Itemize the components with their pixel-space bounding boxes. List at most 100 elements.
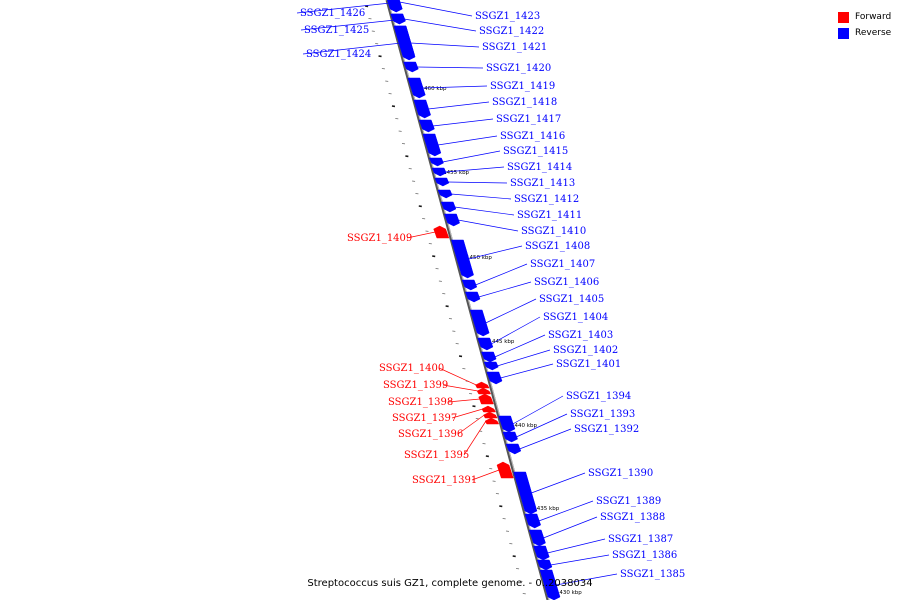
tick-label: 1440 kbp bbox=[511, 423, 537, 429]
gene-ssgz1-1413: SSGZ1_1413 bbox=[434, 177, 575, 189]
gene-label: SSGZ1_1395 bbox=[404, 450, 469, 461]
gene-block bbox=[528, 529, 546, 547]
gene-ssgz1-1402: SSGZ1_1402 bbox=[483, 345, 618, 371]
gene-label: SSGZ1_1426 bbox=[300, 8, 365, 19]
gene-connector bbox=[550, 554, 610, 566]
gene-connector bbox=[406, 231, 436, 239]
gene-connector bbox=[438, 367, 477, 386]
gene-ssgz1-1414: SSGZ1_1414 bbox=[431, 162, 572, 177]
gene-block bbox=[498, 415, 516, 433]
gene-label: SSGZ1_1388 bbox=[600, 512, 665, 523]
gene-connector bbox=[500, 363, 554, 379]
gene-connector bbox=[519, 428, 572, 450]
gene-label: SSGZ1_1413 bbox=[510, 178, 575, 189]
legend-reverse-label: Reverse bbox=[855, 28, 892, 38]
gene-connector bbox=[457, 219, 519, 232]
gene-ssgz1-1394: SSGZ1_1394 bbox=[498, 391, 631, 433]
gene-label: SSGZ1_1391 bbox=[412, 475, 477, 486]
gene-block bbox=[483, 411, 498, 419]
gene-label: SSGZ1_1394 bbox=[566, 391, 631, 402]
gene-ssgz1-1415: SSGZ1_1415 bbox=[429, 146, 568, 167]
gene-connector bbox=[516, 413, 568, 438]
gene-label: SSGZ1_1418 bbox=[492, 97, 557, 108]
gene-block bbox=[486, 371, 503, 385]
gene-connector bbox=[497, 349, 551, 367]
gene-ssgz1-1405: SSGZ1_1405 bbox=[469, 294, 604, 337]
gene-label: SSGZ1_1415 bbox=[503, 146, 568, 157]
gene-block bbox=[478, 393, 494, 405]
gene-label: SSGZ1_1409 bbox=[347, 233, 412, 244]
gene-block bbox=[475, 381, 490, 389]
gene-label: SSGZ1_1412 bbox=[514, 194, 579, 205]
gene-connector bbox=[416, 66, 484, 69]
gene-ssgz1-1393: SSGZ1_1393 bbox=[502, 409, 635, 443]
gene-label: SSGZ1_1403 bbox=[548, 330, 613, 341]
gene-ssgz1-1388: SSGZ1_1388 bbox=[528, 512, 665, 547]
gene-label: SSGZ1_1400 bbox=[379, 363, 444, 374]
gene-label: SSGZ1_1424 bbox=[306, 49, 371, 60]
gene-connector bbox=[454, 206, 515, 216]
gene-connector bbox=[302, 41, 411, 55]
gene-block bbox=[440, 201, 457, 213]
gene-connector bbox=[442, 384, 478, 392]
gene-block bbox=[464, 291, 481, 303]
gene-label: SSGZ1_1422 bbox=[479, 26, 544, 37]
gene-block bbox=[469, 309, 490, 337]
gene-ssgz1-1418: SSGZ1_1418 bbox=[413, 97, 557, 119]
gene-block bbox=[393, 25, 416, 61]
gene-block bbox=[429, 157, 444, 167]
gene-label: SSGZ1_1402 bbox=[553, 345, 618, 356]
gene-ssgz1-1420: SSGZ1_1420 bbox=[403, 61, 551, 74]
gene-ssgz1-1403: SSGZ1_1403 bbox=[481, 330, 613, 363]
gene-connector bbox=[447, 181, 508, 184]
gene-block bbox=[496, 461, 514, 479]
gene-label: SSGZ1_1386 bbox=[612, 550, 677, 561]
gene-connector bbox=[422, 85, 488, 89]
gene-block bbox=[403, 61, 419, 73]
gene-connector bbox=[404, 18, 477, 32]
gene-label: SSGZ1_1385 bbox=[620, 569, 685, 580]
gene-block bbox=[437, 189, 453, 199]
gene-ssgz1-1409: SSGZ1_1409 bbox=[347, 225, 450, 244]
gene-ssgz1-1395: SSGZ1_1395 bbox=[404, 417, 500, 461]
gene-connector bbox=[512, 395, 564, 425]
gene-ssgz1-1411: SSGZ1_1411 bbox=[440, 201, 582, 221]
gene-ssgz1-1416: SSGZ1_1416 bbox=[422, 131, 565, 157]
gene-connector bbox=[445, 166, 505, 173]
gene-block bbox=[390, 13, 406, 25]
gene-ssgz1-1386: SSGZ1_1386 bbox=[536, 550, 677, 571]
legend: Forward Reverse bbox=[838, 9, 891, 41]
gene-block bbox=[387, 0, 403, 13]
gene-label: SSGZ1_1408 bbox=[525, 241, 590, 252]
gene-connector bbox=[432, 118, 494, 127]
gene-label: SSGZ1_1396 bbox=[398, 429, 463, 440]
gene-connector bbox=[543, 516, 598, 539]
gene-connector bbox=[296, 1, 400, 14]
gene-connector bbox=[410, 42, 480, 48]
gene-connector bbox=[442, 150, 501, 163]
gene-label: SSGZ1_1392 bbox=[574, 424, 639, 435]
gene-label: SSGZ1_1404 bbox=[543, 312, 608, 323]
gene-block bbox=[539, 569, 561, 600]
forward-swatch bbox=[838, 11, 849, 23]
gene-block bbox=[483, 361, 499, 371]
gene-label: SSGZ1_1421 bbox=[482, 42, 547, 53]
gene-label: SSGZ1_1423 bbox=[475, 11, 540, 22]
gene-label: SSGZ1_1407 bbox=[530, 259, 595, 270]
legend-forward-label: Forward bbox=[855, 12, 892, 22]
gene-ssgz1-1404: SSGZ1_1404 bbox=[477, 312, 608, 351]
gene-block bbox=[536, 559, 553, 571]
background-dashes bbox=[365, 5, 526, 595]
gene-label: SSGZ1_1425 bbox=[304, 25, 369, 36]
gene-block bbox=[431, 167, 447, 177]
gene-label: SSGZ1_1389 bbox=[596, 496, 661, 507]
gene-ssgz1-1390: SSGZ1_1390 bbox=[513, 468, 653, 515]
gene-block bbox=[407, 77, 426, 99]
gene-block bbox=[422, 133, 442, 157]
gene-connector bbox=[447, 398, 481, 403]
reverse-swatch bbox=[838, 27, 849, 39]
legend-forward: Forward bbox=[838, 9, 891, 25]
gene-block bbox=[533, 545, 550, 561]
gene-ssgz1-1422: SSGZ1_1422 bbox=[390, 13, 544, 37]
